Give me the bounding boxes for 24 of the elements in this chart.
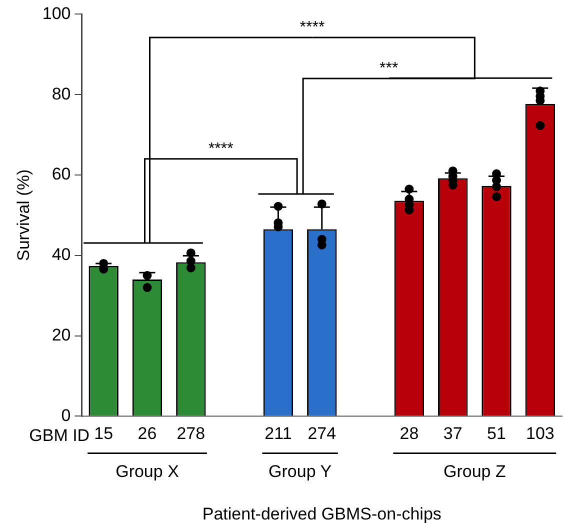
y-tick-label: 0 (61, 406, 71, 425)
x-tick-label: 211 (264, 424, 292, 444)
annotation: **** (208, 140, 234, 158)
annotation: *** (380, 60, 398, 77)
text: Group Y (268, 462, 332, 481)
x-tick-label: 274 (308, 424, 336, 444)
x-axis-title: Patient-derived GBMS-on-chips (202, 504, 442, 524)
y-tick-label: 60 (52, 164, 71, 184)
text: GBM ID (29, 426, 90, 445)
y-tick-label: 100 (42, 4, 71, 23)
text: Group Z (444, 462, 506, 481)
y-axis-title: Survival (%) (14, 169, 33, 262)
x-tick-label: 15 (94, 424, 114, 444)
x-tick-label: 278 (176, 424, 206, 444)
x-tick-label: 37 (443, 424, 462, 444)
text: Group X (116, 462, 179, 481)
x-tick-label: 51 (487, 424, 506, 444)
y-tick-label: 20 (52, 325, 71, 344)
x-tick-label: 103 (526, 424, 554, 444)
annotation: **** (300, 18, 325, 36)
x-tick-label: 28 (400, 424, 419, 444)
y-tick-label: 80 (52, 84, 71, 104)
y-tick-label: 40 (52, 245, 71, 264)
x-tick-label: 26 (138, 424, 157, 444)
